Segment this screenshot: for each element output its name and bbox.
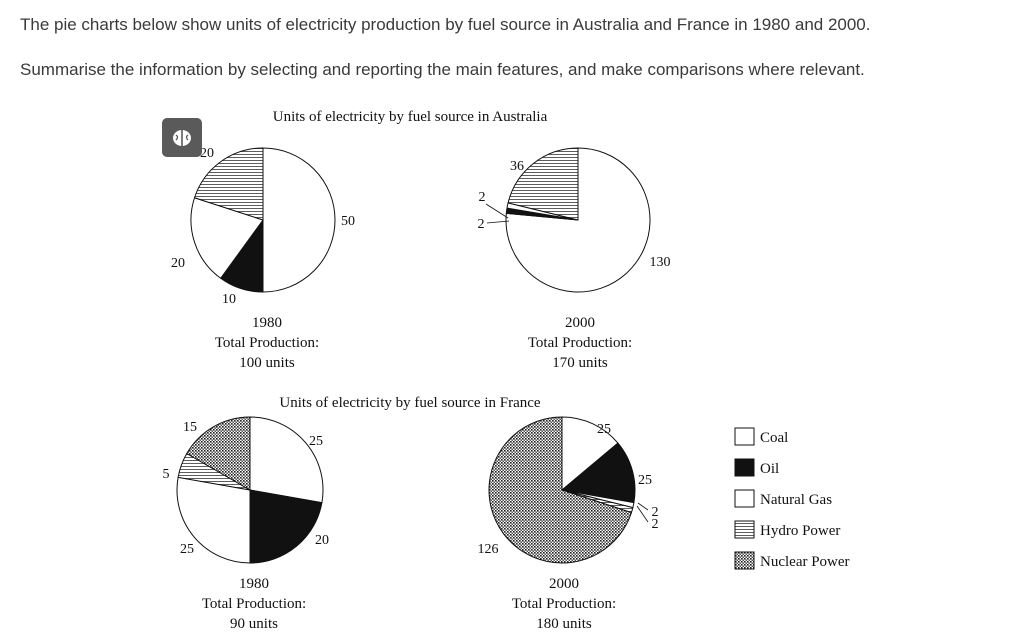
value-label-nuclear-power: 126 (478, 542, 499, 557)
slice-oil (560, 442, 636, 504)
pie-caption-year: 1980 (239, 576, 269, 592)
pie-caption-total-value: 90 units (230, 616, 278, 632)
slice-coal (262, 147, 336, 293)
value-label-nuclear-power: 15 (183, 420, 197, 435)
value-label-oil: 25 (638, 473, 652, 488)
legend-label: Hydro Power (760, 523, 840, 539)
pie-france-1980: 25 20 25 5 15 1980 Total Production: 90 units (163, 416, 329, 632)
value-label-coal: 25 (309, 434, 323, 449)
legend-label: Coal (760, 430, 788, 446)
value-label-natural-gas: 20 (171, 256, 185, 271)
slice-hydro-power (507, 147, 579, 221)
legend-label: Nuclear Power (760, 554, 850, 570)
value-label-natural-gas: 2 (652, 517, 659, 532)
slice-oil (249, 489, 323, 564)
value-label-hydro-power: 20 (200, 146, 214, 161)
slice-natural-gas (176, 476, 251, 564)
pie-caption-total-label: Total Production: (215, 335, 319, 351)
legend-swatch (734, 489, 755, 508)
legend-swatch (734, 427, 755, 446)
slice-coal (249, 416, 324, 504)
slice-nuclear-power (186, 416, 251, 491)
legend-item-coal: Coal (734, 427, 788, 446)
legend-label: Natural Gas (760, 492, 832, 508)
value-label-oil: 10 (222, 292, 236, 307)
france-section-title: Units of electricity by fuel source in F… (279, 395, 541, 411)
value-label-oil: 20 (315, 533, 329, 548)
value-label-hydro-power: 2 (652, 505, 659, 520)
pie-caption-total-label: Total Production: (512, 596, 616, 612)
value-label-coal: 25 (597, 422, 611, 437)
slice-nuclear-power (488, 416, 633, 564)
value-label-hydro-power: 5 (163, 467, 170, 482)
slice-coal (561, 416, 619, 492)
pie-caption-total-value: 100 units (239, 355, 295, 371)
value-label-natural-gas: 25 (180, 542, 194, 557)
pie-caption-total-label: Total Production: (202, 596, 306, 612)
value-label-oil: 2 (478, 217, 485, 232)
legend-swatch (734, 551, 755, 570)
slice-natural-gas (190, 197, 264, 279)
pie-france-2000: 25 25 22 126 2000 Total Production: 180 units (478, 416, 659, 632)
pie-caption-year: 1980 (252, 315, 282, 331)
legend-swatch (734, 458, 755, 477)
pie-australia-2000: 130 2 2 36 2000 Total Production: 170 units (478, 147, 671, 371)
legend-label: Oil (760, 461, 779, 477)
pie-caption-year: 2000 (565, 315, 595, 331)
pie-australia-1980: 50 10 20 20 1980 Total Production: 100 units (171, 146, 355, 371)
pie-caption-total-label: Total Production: (528, 335, 632, 351)
legend-swatch (734, 520, 755, 539)
brain-icon-button[interactable] (162, 118, 202, 157)
task-prompt-line-2: Summarise the information by selecting a… (20, 60, 865, 79)
legend-item-nuclear-power: Nuclear Power (734, 551, 850, 570)
task-prompt-line-1: The pie charts below show units of elect… (20, 15, 871, 34)
legend-item-hydro-power: Hydro Power (734, 520, 840, 539)
value-label-natural-gas: 2 (479, 190, 486, 205)
value-label-coal: 130 (650, 255, 671, 270)
legend-item-natural-gas: Natural Gas (734, 489, 832, 508)
value-label-hydro-power: 36 (510, 159, 524, 174)
brain-icon (173, 129, 191, 146)
pie-caption-total-value: 170 units (552, 355, 608, 371)
pie-caption-total-value: 180 units (536, 616, 592, 632)
value-label-coal: 50 (341, 214, 355, 229)
leader-lines (485, 203, 649, 523)
australia-section-title: Units of electricity by fuel source in A… (273, 109, 548, 125)
legend-item-oil: Oil (734, 458, 779, 477)
slice-hydro-power (193, 147, 264, 221)
pie-caption-year: 2000 (549, 576, 579, 592)
